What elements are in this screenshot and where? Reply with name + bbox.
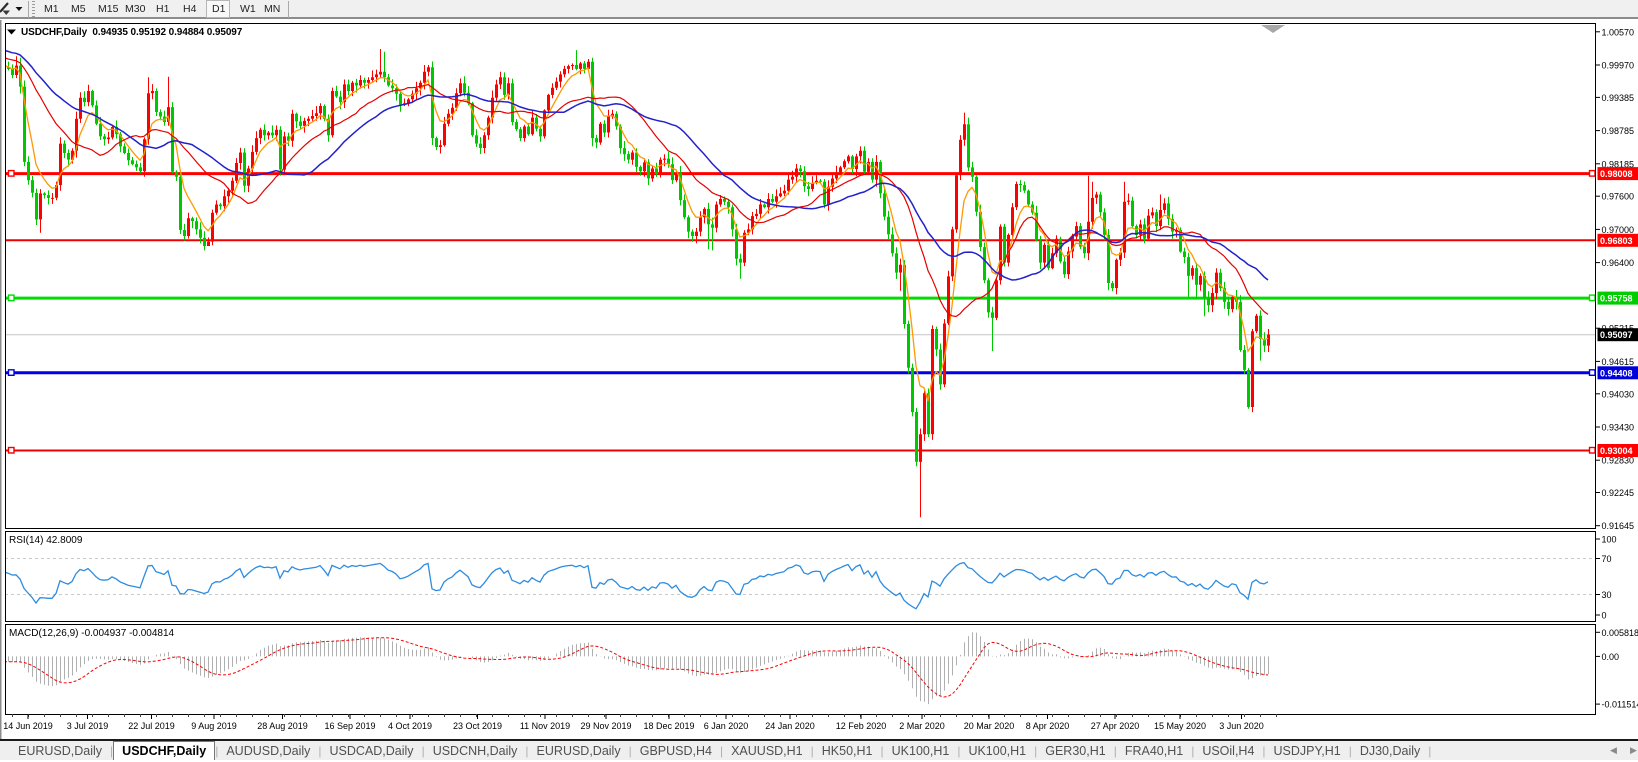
svg-text:16 Sep 2019: 16 Sep 2019 (324, 721, 375, 731)
svg-text:23 Oct 2019: 23 Oct 2019 (453, 721, 502, 731)
svg-text:20 Mar 2020: 20 Mar 2020 (964, 721, 1015, 731)
svg-text:2 Mar 2020: 2 Mar 2020 (899, 721, 945, 731)
svg-text:18 Dec 2019: 18 Dec 2019 (643, 721, 694, 731)
svg-text:0.98785: 0.98785 (1602, 126, 1635, 136)
svg-text:24 Jan 2020: 24 Jan 2020 (765, 721, 815, 731)
svg-text:0.92830: 0.92830 (1602, 456, 1635, 466)
svg-text:0.00: 0.00 (1602, 652, 1620, 662)
svg-text:-0.011514: -0.011514 (1602, 700, 1638, 710)
svg-text:0.98008: 0.98008 (1600, 169, 1633, 179)
svg-text:0.91645: 0.91645 (1602, 521, 1635, 531)
svg-text:0.93430: 0.93430 (1602, 423, 1635, 433)
svg-text:22 Jul 2019: 22 Jul 2019 (128, 721, 175, 731)
svg-text:0.94030: 0.94030 (1602, 389, 1635, 399)
svg-text:0.97000: 0.97000 (1602, 225, 1635, 235)
svg-text:6 Jan 2020: 6 Jan 2020 (704, 721, 749, 731)
svg-text:RSI(14) 42.8009: RSI(14) 42.8009 (9, 535, 83, 546)
svg-text:0.95097: 0.95097 (1600, 330, 1633, 340)
svg-text:0.99970: 0.99970 (1602, 61, 1635, 71)
svg-text:12 Feb 2020: 12 Feb 2020 (836, 721, 887, 731)
svg-text:28 Aug 2019: 28 Aug 2019 (257, 721, 308, 731)
svg-text:30: 30 (1602, 590, 1612, 600)
svg-text:4 Oct 2019: 4 Oct 2019 (388, 721, 432, 731)
svg-text:0.99385: 0.99385 (1602, 93, 1635, 103)
svg-text:3 Jun 2020: 3 Jun 2020 (1219, 721, 1264, 731)
svg-text:15 May 2020: 15 May 2020 (1154, 721, 1206, 731)
svg-text:0.97600: 0.97600 (1602, 192, 1635, 202)
svg-text:0.92245: 0.92245 (1602, 488, 1635, 498)
svg-text:0.94408: 0.94408 (1600, 368, 1633, 378)
svg-text:0.98185: 0.98185 (1602, 159, 1635, 169)
svg-text:8 Apr 2020: 8 Apr 2020 (1026, 721, 1070, 731)
svg-text:0.005818: 0.005818 (1602, 628, 1638, 638)
svg-text:0.94615: 0.94615 (1602, 357, 1635, 367)
svg-text:11 Nov 2019: 11 Nov 2019 (520, 721, 570, 731)
svg-text:9 Aug 2019: 9 Aug 2019 (191, 721, 237, 731)
svg-text:29 Nov 2019: 29 Nov 2019 (580, 721, 631, 731)
svg-text:USDCHF,Daily 0.94935 0.95192: USDCHF,Daily 0.94935 0.95192 0.94884 0.9… (21, 27, 243, 38)
svg-text:0.93004: 0.93004 (1600, 446, 1633, 456)
svg-text:0.96400: 0.96400 (1602, 258, 1635, 268)
svg-text:14 Jun 2019: 14 Jun 2019 (3, 721, 53, 731)
svg-text:100: 100 (1602, 535, 1617, 545)
svg-text:70: 70 (1602, 554, 1612, 564)
svg-text:0.96803: 0.96803 (1600, 236, 1633, 246)
svg-text:0: 0 (1602, 611, 1607, 621)
svg-text:MACD(12,26,9) -0.004937 -0.004: MACD(12,26,9) -0.004937 -0.004814 (9, 628, 175, 639)
svg-text:27 Apr 2020: 27 Apr 2020 (1091, 721, 1140, 731)
svg-text:1.00570: 1.00570 (1602, 27, 1635, 37)
svg-text:3 Jul 2019: 3 Jul 2019 (67, 721, 109, 731)
svg-text:0.95758: 0.95758 (1600, 294, 1633, 304)
